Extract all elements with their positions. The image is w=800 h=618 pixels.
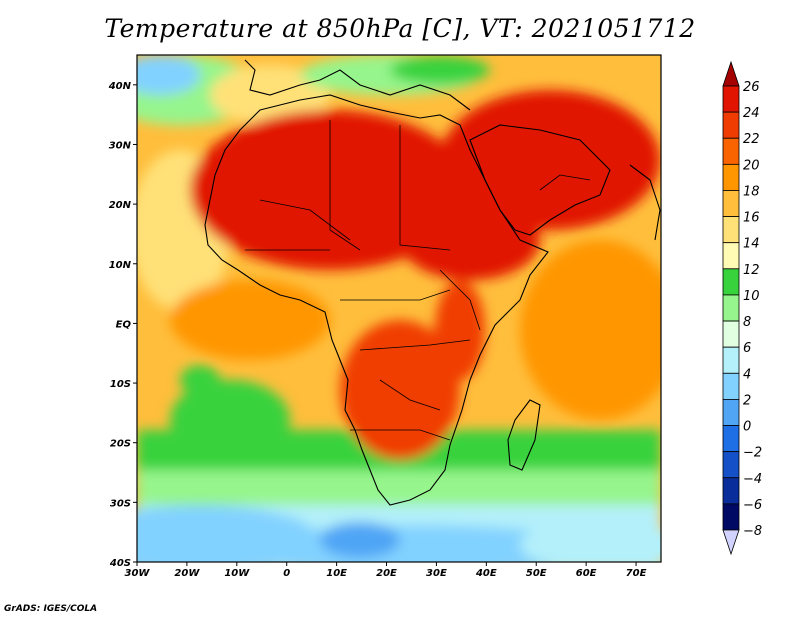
colorbar-swatch <box>722 242 740 270</box>
colorbar-label: 10 <box>743 289 760 304</box>
lat-tick-label: 10S <box>110 379 131 390</box>
lon-tick-label: 10E <box>326 568 347 579</box>
colorbar-swatch <box>722 111 740 139</box>
temperature-field <box>137 55 661 562</box>
lat-tick-label: 30N <box>109 140 132 151</box>
lat-tick-label: EQ <box>116 319 132 330</box>
lon-tick-label: 30W <box>125 568 151 579</box>
colorbar-swatch <box>722 294 740 322</box>
colorbar-swatch <box>722 346 740 374</box>
colorbar-label: 8 <box>743 315 751 330</box>
colorbar-max-triangle <box>722 60 740 87</box>
longitude-axis: 30W 20W 10W 0 10E 20E 30E 40E 50E 60E 70E <box>125 562 647 579</box>
lon-tick-label: 20E <box>376 568 397 579</box>
lon-tick-label: 10W <box>224 568 250 579</box>
colorbar-swatch <box>722 190 740 217</box>
colorbar-label: 22 <box>743 132 760 147</box>
colorbar-swatch <box>722 85 740 113</box>
lat-tick-label: 20N <box>109 200 132 211</box>
colorbar-swatch <box>722 163 740 191</box>
colorbar-label: −2 <box>743 446 762 461</box>
colorbar-label: −8 <box>743 524 762 539</box>
colorbar-label: 20 <box>743 158 760 173</box>
lat-tick-label: 20S <box>110 439 131 450</box>
lon-tick-label: 50E <box>526 568 547 579</box>
lon-tick-label: 60E <box>576 568 597 579</box>
colorbar-label: 6 <box>743 341 751 356</box>
colorbar-label: 14 <box>743 237 760 252</box>
lat-tick-label: 40S <box>109 558 131 569</box>
colorbar-swatch <box>722 268 740 296</box>
colorbar-label: 0 <box>743 420 751 435</box>
map-title: Temperature at 850hPa [C], VT: 202105171… <box>104 14 696 43</box>
lat-tick-label: 40N <box>108 81 132 92</box>
colorbar-swatch <box>722 451 740 479</box>
colorbar-label: 12 <box>743 263 760 278</box>
colorbar-label: 2 <box>743 393 751 408</box>
lon-tick-label: 20W <box>174 568 200 579</box>
country-borders <box>245 120 591 441</box>
colorbar-label: −6 <box>743 498 762 513</box>
grads-credit: GrADS: IGES/COLA <box>4 604 98 614</box>
colorbar-swatch <box>722 477 740 505</box>
lat-tick-label: 10N <box>109 260 132 271</box>
colorbar-label: 26 <box>743 80 760 95</box>
colorbar-swatch <box>722 399 740 426</box>
colorbar-swatch <box>722 216 740 244</box>
lat-tick-label: 30S <box>110 498 131 509</box>
colorbar-swatch <box>722 320 740 348</box>
colorbar-swatch <box>722 503 740 531</box>
colorbar-label: 4 <box>743 367 751 382</box>
colorbar-label: 18 <box>743 184 760 199</box>
plot-frame <box>136 54 662 563</box>
lon-tick-label: 0 <box>283 568 290 579</box>
colorbar-label: −4 <box>743 472 762 487</box>
colorbar-swatch <box>722 425 740 453</box>
lon-tick-label: 30E <box>426 568 447 579</box>
coastlines <box>204 59 661 506</box>
lon-tick-label: 70E <box>626 568 647 579</box>
colorbar-swatch <box>722 137 740 165</box>
colorbar-min-triangle <box>722 529 740 556</box>
colorbar-swatch <box>722 372 740 400</box>
colorbar-label: 24 <box>743 106 760 121</box>
colorbar-label: 16 <box>743 211 760 226</box>
latitude-axis: 40N 30N 20N 10N EQ 10S 20S 30S 40S <box>108 81 137 569</box>
lon-tick-label: 40E <box>475 568 497 579</box>
